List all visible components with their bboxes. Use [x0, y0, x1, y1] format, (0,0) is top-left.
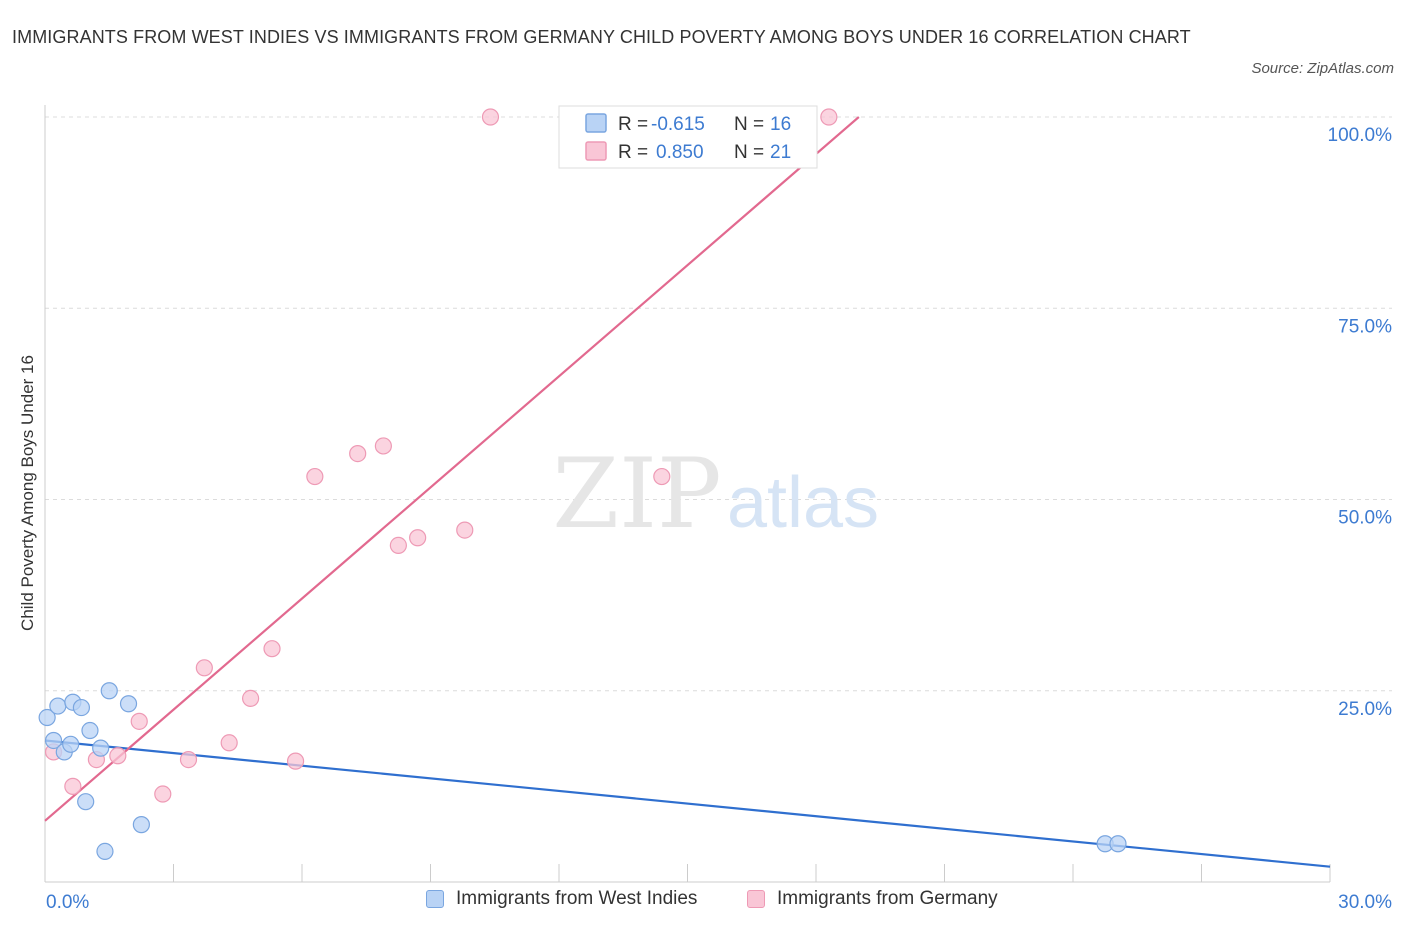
legend-label-germany: Immigrants from Germany — [777, 888, 998, 909]
germany-point — [374, 437, 392, 455]
west-indies-point — [96, 842, 114, 861]
germany-point — [389, 536, 407, 555]
germany-point — [409, 529, 427, 547]
germany-point — [653, 467, 671, 486]
germany-point — [481, 108, 500, 126]
germany-point — [306, 467, 324, 486]
legend-r-label: R = — [618, 142, 648, 163]
west-indies-point — [132, 816, 150, 834]
watermark: ZIP atlas — [552, 438, 879, 550]
germany-point — [456, 521, 474, 539]
west-indies-point — [77, 793, 95, 811]
legend-swatch-germany — [585, 141, 607, 161]
y-tick-label: 50.0% — [1338, 508, 1392, 529]
west-indies-point — [62, 735, 80, 753]
west-indies-point — [44, 731, 63, 750]
west-indies-point — [119, 695, 138, 713]
west-indies-point — [1109, 835, 1127, 853]
legend-r-label: R = — [618, 114, 648, 135]
germany-point — [349, 445, 367, 463]
west-indies-point — [49, 697, 67, 715]
germany-point — [179, 750, 198, 769]
watermark-atlas: atlas — [727, 463, 879, 543]
germany-trend-line — [44, 116, 860, 822]
west-indies-point — [92, 739, 110, 757]
germany-point — [154, 785, 172, 803]
stats-legend-row-germany: R = 0.850 N = 21 — [585, 141, 791, 163]
x-tick-label: 0.0% — [46, 892, 89, 913]
source-label: Source: ZipAtlas.com — [1251, 60, 1394, 77]
stats-legend-row-west-indies: R = -0.615 N = 16 — [585, 113, 791, 135]
legend-n-label: N = — [734, 142, 764, 163]
west-indies-point — [100, 682, 118, 700]
germany-point — [130, 712, 148, 730]
legend-swatch-west-indies — [426, 890, 444, 908]
data-points — [38, 108, 1127, 861]
germany-point — [242, 689, 260, 708]
legend-swatch-west-indies — [585, 113, 607, 133]
chart-title: IMMIGRANTS FROM WEST INDIES VS IMMIGRANT… — [12, 27, 1191, 47]
legend-n-value: 16 — [770, 114, 791, 135]
germany-point — [263, 640, 281, 658]
west-indies-point — [81, 721, 99, 740]
legend-n-label: N = — [734, 114, 764, 135]
watermark-zip: ZIP — [552, 438, 721, 550]
west-indies-trend-line — [44, 739, 1331, 868]
x-tick-label: 30.0% — [1338, 892, 1392, 913]
germany-point — [286, 752, 305, 770]
west-indies-point — [72, 698, 91, 717]
legend-item-germany: Immigrants from Germany — [747, 888, 998, 910]
germany-point — [109, 747, 127, 765]
y-tick-label: 100.0% — [1328, 125, 1393, 146]
legend-label-west-indies: Immigrants from West Indies — [456, 888, 698, 909]
germany-point — [220, 734, 238, 752]
germany-point — [820, 108, 838, 126]
legend-item-west-indies: Immigrants from West Indies — [426, 888, 697, 910]
stats-legend: R = -0.615 N = 16 R = 0.850 N = 21 — [558, 105, 818, 169]
legend-r-value: 0.850 — [656, 142, 704, 163]
legend-r-value: -0.615 — [651, 114, 705, 135]
tick-labels: 25.0% 50.0% 75.0% 100.0% 0.0% 30.0% — [46, 125, 1392, 913]
germany-point — [195, 659, 213, 677]
y-tick-label: 75.0% — [1338, 316, 1392, 337]
gridlines — [45, 116, 1392, 692]
legend-swatch-germany — [747, 890, 765, 908]
germany-point — [64, 777, 82, 795]
west-indies-point — [38, 708, 56, 727]
y-tick-label: 25.0% — [1338, 699, 1392, 720]
series-legend: Immigrants from West Indies Immigrants f… — [0, 888, 1406, 916]
legend-n-value: 21 — [770, 142, 791, 163]
